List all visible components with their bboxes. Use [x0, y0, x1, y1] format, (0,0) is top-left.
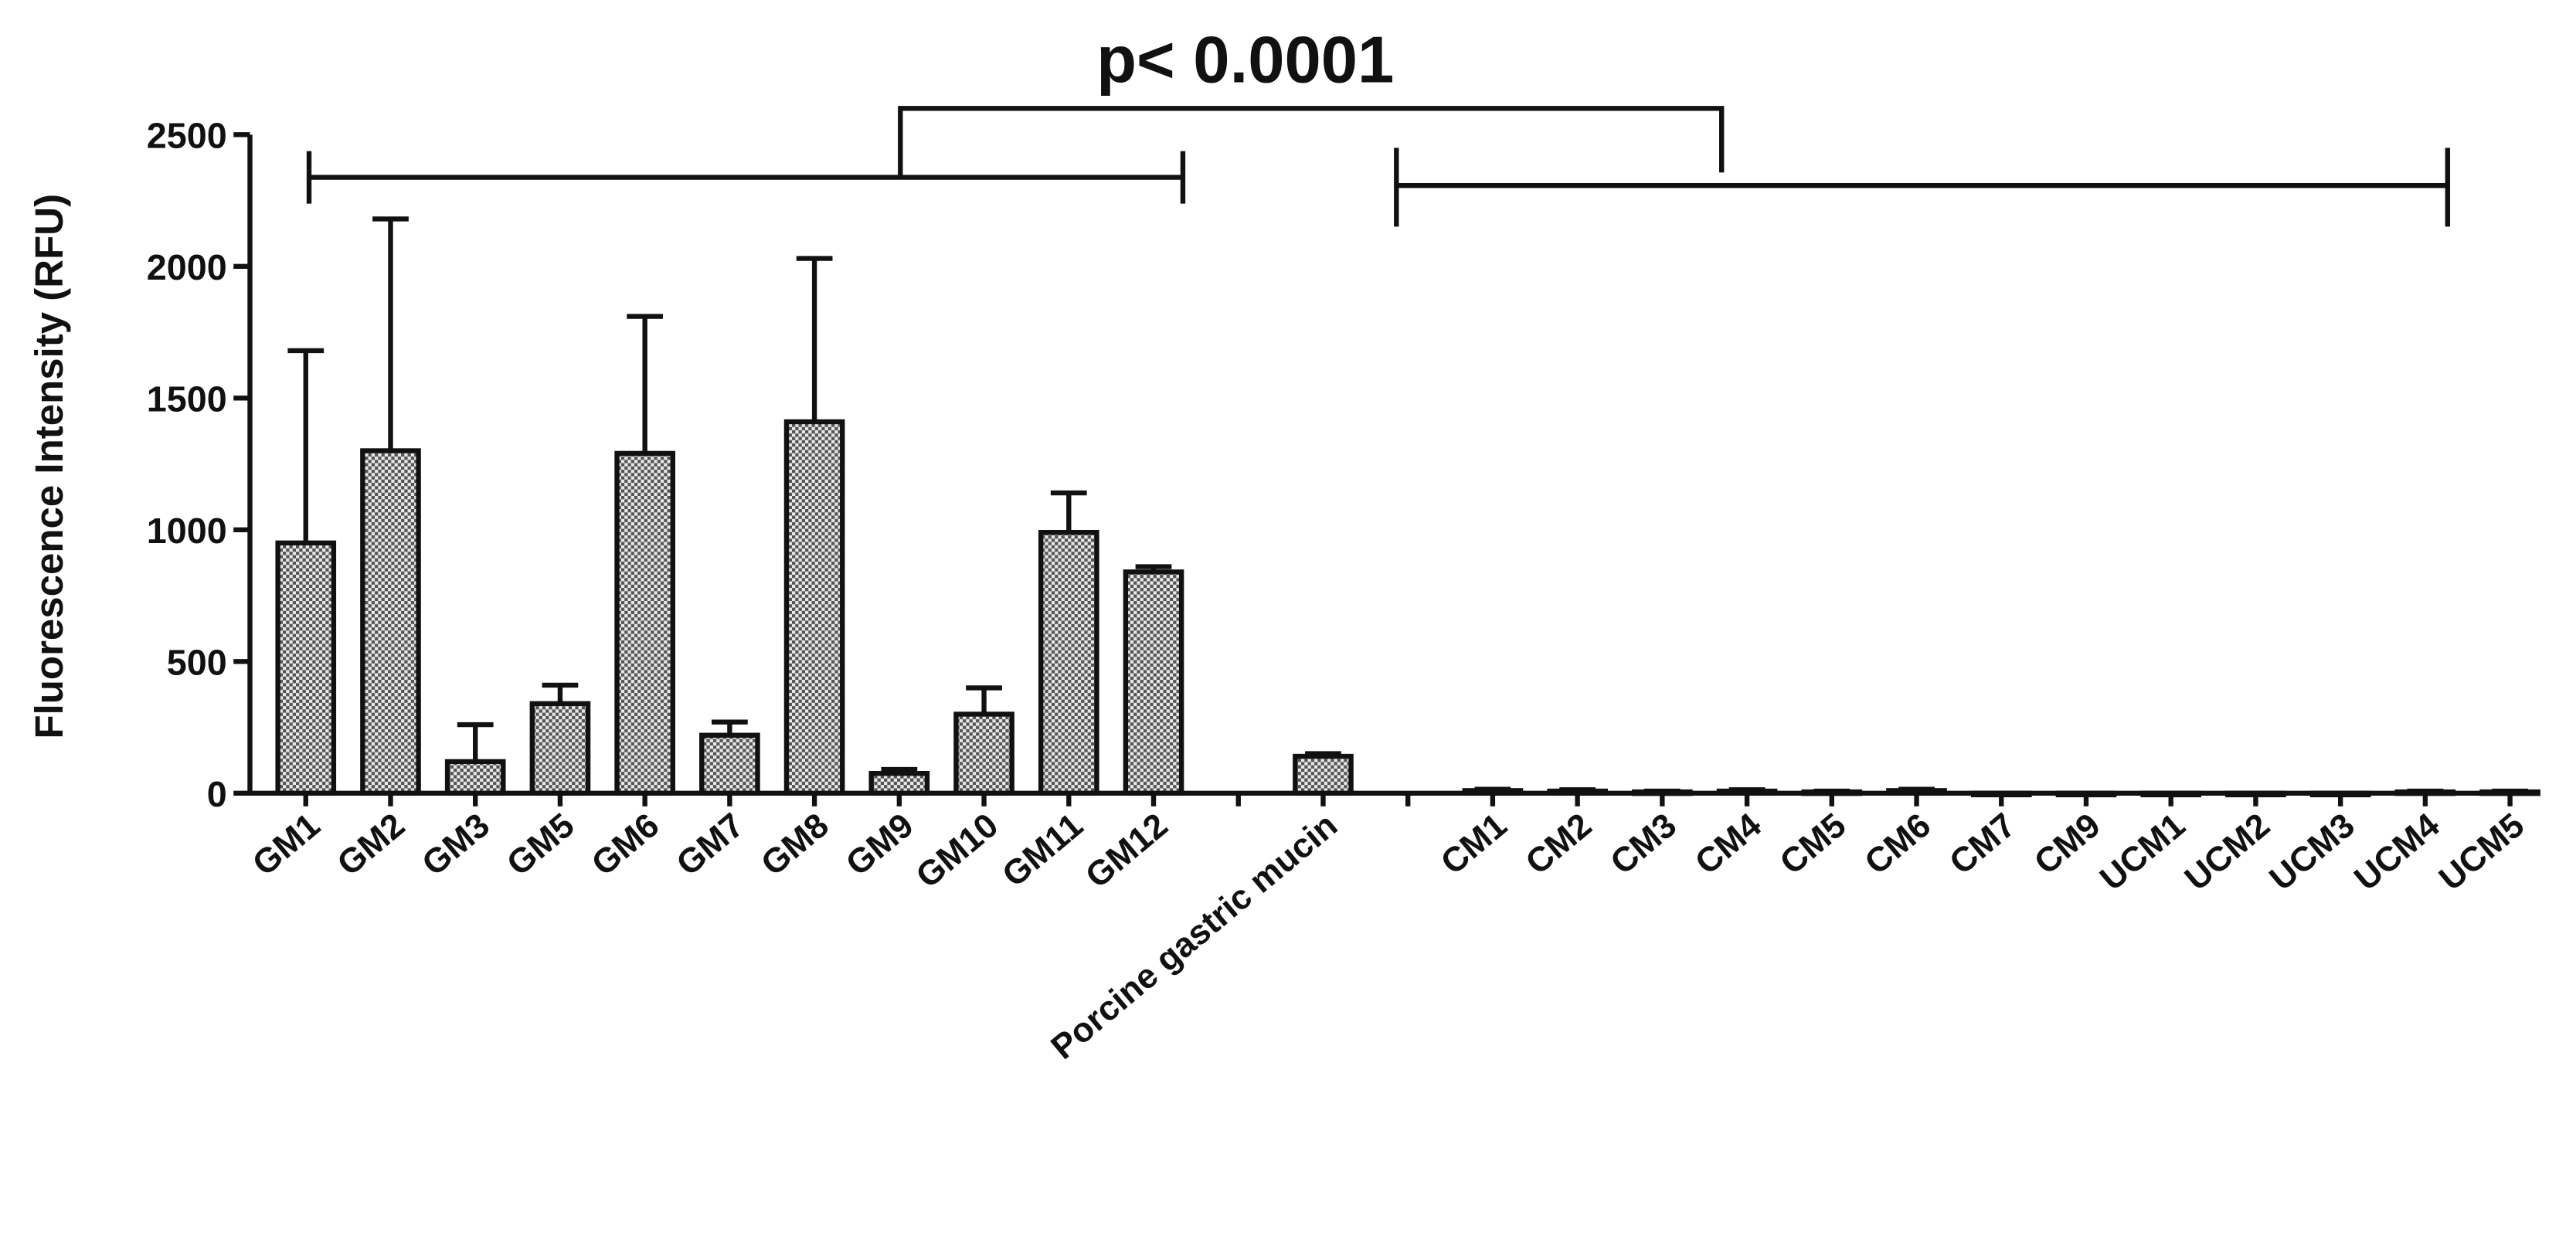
bar: [614, 450, 675, 796]
y-tick-label: 1000: [147, 511, 227, 551]
x-tick-label: CM4: [1688, 806, 1769, 882]
x-tick-label: CM3: [1603, 806, 1684, 882]
x-tick-label: GM6: [585, 806, 667, 884]
x-tick-label: UCM3: [2262, 806, 2361, 898]
y-tick-label: 2000: [147, 247, 227, 287]
x-tick-label: GM2: [331, 806, 413, 884]
bar: [1293, 753, 1354, 796]
x-tick-label: GM10: [909, 806, 1006, 896]
x-tick-label: CM6: [1858, 806, 1939, 882]
x-tick-label: UCM4: [2347, 806, 2446, 898]
bracket-right: [1394, 148, 2451, 227]
x-tick-label: CM1: [1434, 806, 1514, 882]
bracket-top: [898, 106, 1725, 178]
significance-brackets: [306, 106, 2451, 227]
y-axis-label: Fluorescence Intensity (RFU): [27, 194, 71, 739]
x-tick-label: Porcine gastric mucin: [1044, 806, 1344, 1067]
bar: [1123, 569, 1184, 796]
annotation: p< 0.0001: [1096, 23, 1394, 97]
bar: [699, 732, 760, 796]
x-tick-label: GM7: [669, 806, 751, 884]
bracket-left: [306, 151, 1186, 204]
x-tick-label: CM5: [1773, 806, 1854, 882]
bar: [2140, 790, 2202, 798]
x-tick-label: UCM2: [2178, 806, 2277, 898]
bar: [1716, 788, 1778, 796]
bar: [1547, 788, 1608, 796]
x-tick-label: CM7: [1942, 806, 2023, 882]
bar: [360, 448, 421, 796]
bar: [2394, 789, 2456, 796]
y-tick-label: 0: [207, 774, 227, 814]
bar: [1801, 789, 1863, 796]
bar: [1462, 788, 1524, 796]
bar: [529, 701, 591, 796]
bar: [783, 419, 845, 796]
y-tick-label: 1500: [147, 379, 227, 419]
y-tick-label: 2500: [147, 115, 227, 155]
x-tick-label: GM1: [246, 806, 328, 884]
x-tick-label: CM2: [1519, 806, 1599, 882]
bar: [2479, 789, 2540, 796]
x-tick-label: GM11: [995, 806, 1090, 895]
bar: [1632, 789, 1693, 796]
bar: [2055, 790, 2117, 798]
bar: [1970, 790, 2032, 798]
bar: [953, 711, 1014, 796]
bar: [275, 540, 337, 796]
x-tick-label: GM8: [754, 806, 836, 884]
bar: [2309, 790, 2371, 798]
bar: [444, 759, 506, 796]
x-tick-label: GM9: [839, 806, 921, 884]
x-tick-label: GM3: [415, 806, 497, 884]
bar: [868, 771, 930, 796]
bar: [1038, 530, 1099, 796]
bar: [2225, 790, 2286, 798]
x-tick-label: GM12: [1079, 806, 1175, 896]
y-tick-label: 500: [167, 642, 227, 682]
x-tick-label: GM5: [500, 806, 582, 884]
x-tick-label: UCM5: [2432, 806, 2531, 898]
bar: [1886, 788, 1947, 796]
x-tick-label: UCM1: [2093, 806, 2192, 898]
